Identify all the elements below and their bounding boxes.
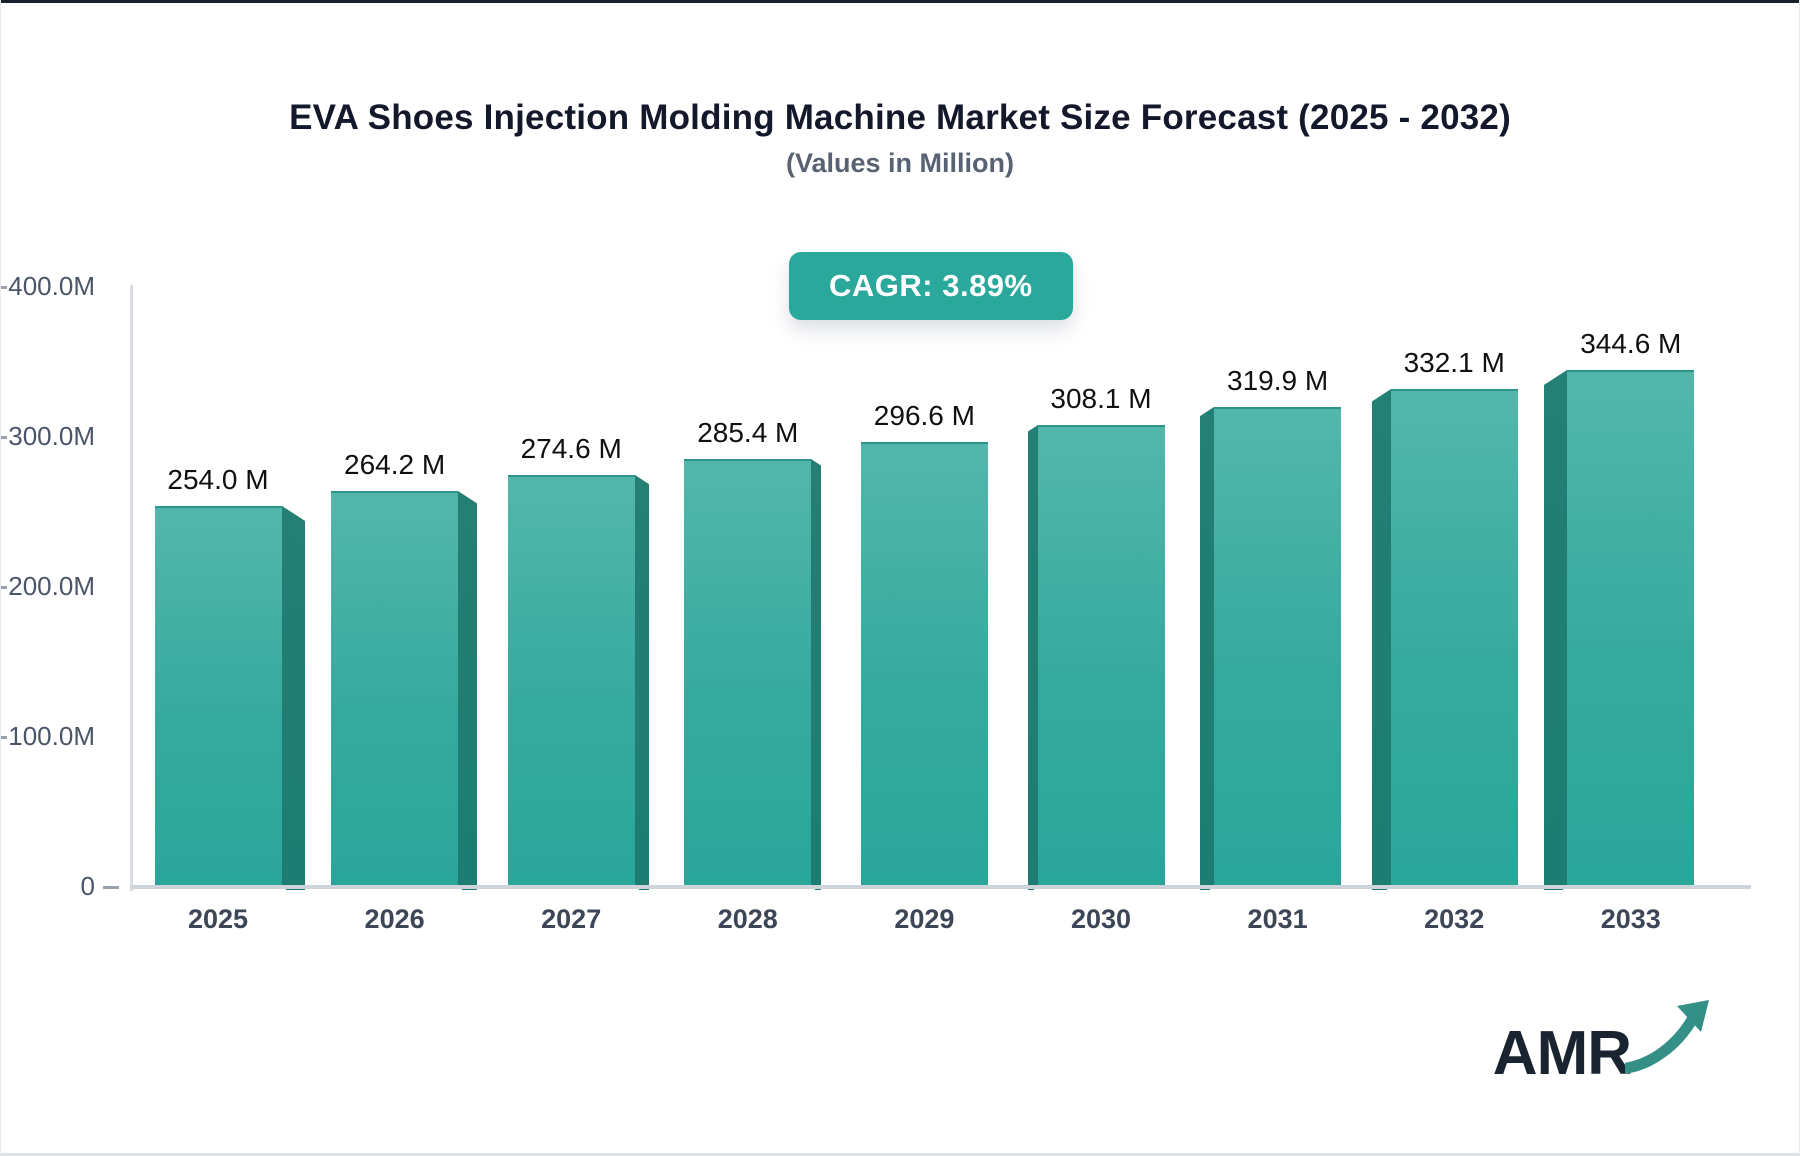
bar-2027[interactable] — [507, 475, 635, 887]
bar-side-face — [1200, 407, 1215, 890]
chart-title: EVA Shoes Injection Molding Machine Mark… — [289, 98, 1511, 137]
x-axis-label: 2025 — [187, 904, 249, 934]
bar-2026[interactable] — [331, 491, 459, 887]
bar-value-label: 296.6 M — [873, 400, 975, 431]
bar-side-face — [634, 475, 649, 890]
top-border-bar — [1, 0, 1799, 3]
bar-side-face — [1027, 425, 1038, 890]
x-axis-line — [130, 885, 1751, 889]
bar-2029[interactable] — [860, 442, 988, 887]
y-axis-label: 400.0M — [8, 271, 95, 301]
bar-2028[interactable] — [684, 459, 812, 887]
y-axis-tick — [1, 736, 7, 739]
bar-2025[interactable] — [154, 506, 282, 887]
y-axis-label: 100.0M — [8, 721, 95, 751]
bar-side-face — [1544, 370, 1568, 890]
y-axis-label: 200.0M — [8, 571, 95, 601]
bar-value-label: 308.1 M — [1050, 383, 1152, 414]
bar-side-face — [458, 491, 478, 890]
y-axis-label: 0 — [80, 871, 95, 901]
y-axis-label: 300.0M — [8, 421, 95, 451]
bar-value-label: 264.2 M — [344, 449, 446, 480]
amr-logo-text: AMR — [1492, 1019, 1632, 1088]
x-axis-label: 2026 — [364, 904, 425, 934]
x-axis-label: 2032 — [1424, 904, 1485, 934]
growth-arrow-icon — [1621, 998, 1721, 1081]
bar-2030[interactable] — [1037, 425, 1165, 887]
x-axis-label: 2028 — [717, 904, 778, 934]
bar-value-label: 319.9 M — [1227, 365, 1329, 396]
bar-value-label: 254.0 M — [167, 464, 269, 495]
bar-2031[interactable] — [1214, 407, 1342, 887]
x-axis-label: 2031 — [1247, 904, 1308, 934]
amr-logo: AMR — [1493, 998, 1721, 1085]
y-axis-tick — [103, 886, 119, 889]
x-axis-label: 2029 — [894, 904, 955, 934]
bar-side-face — [1371, 389, 1391, 890]
bar-side-face — [281, 506, 305, 890]
bar-side-face — [811, 459, 822, 890]
x-axis-label: 2027 — [541, 904, 602, 934]
y-axis-tick — [1, 436, 7, 439]
bar-value-label: 274.6 M — [520, 433, 622, 464]
cagr-badge: CAGR: 3.89% — [789, 252, 1073, 320]
x-axis-label: 2033 — [1600, 904, 1661, 934]
y-axis-tick — [1, 586, 7, 589]
x-axis-label: 2030 — [1070, 904, 1132, 934]
bar-2032[interactable] — [1390, 389, 1518, 887]
bar-2033[interactable] — [1567, 370, 1695, 887]
y-axis-tick — [1, 286, 7, 289]
bar-value-label: 285.4 M — [697, 417, 799, 448]
y-axis-line — [130, 285, 133, 891]
bar-value-label: 344.6 M — [1580, 328, 1682, 359]
bar-value-label: 332.1 M — [1403, 347, 1505, 378]
chart-subtitle: (Values in Million) — [785, 148, 1015, 178]
